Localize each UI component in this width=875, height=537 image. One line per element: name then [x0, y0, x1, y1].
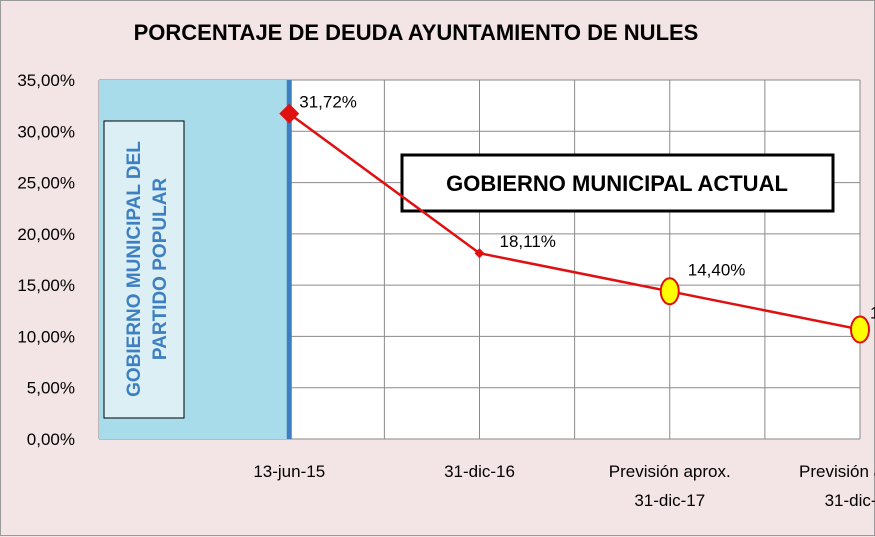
y-tick-label: 10,00% [17, 327, 75, 346]
y-tick-label: 35,00% [17, 71, 75, 90]
y-tick-label: 5,00% [27, 379, 75, 398]
x-tick-line: Previsión aprox. [609, 462, 731, 481]
y-tick-label: 30,00% [17, 122, 75, 141]
x-tick-label: Previsión aprox. 31-dic-17 [609, 462, 731, 510]
shaded-region-label: GOBIERNO MUNICIPAL DEL PARTIDO POPULAR [124, 141, 171, 397]
shaded-label-line: GOBIERNO MUNICIPAL DEL [124, 141, 145, 397]
y-tick-label: 20,00% [17, 225, 75, 244]
x-tick-line: 31-dic-18 [825, 491, 875, 510]
data-label: 14,40% [688, 260, 746, 279]
data-label: 31,72% [299, 93, 357, 112]
series-line: 31,72% 18,11% 14,40% 10,68% [279, 93, 875, 344]
shaded-label-box [103, 120, 185, 419]
data-point [279, 103, 300, 124]
x-tick-line: 31-dic-16 [444, 462, 515, 481]
data-point [850, 315, 870, 344]
x-tick-line: Previsión aprox. [799, 462, 875, 481]
x-tick-label: Previsión aprox. 31-dic-18 [799, 462, 875, 510]
data-label: 10,68% [870, 303, 875, 322]
data-point [659, 277, 680, 306]
axis-ticks: 0,00% 5,00% 10,00% 15,00% 20,00% 25,00% 30,00%… [17, 71, 875, 510]
x-tick-label: 13-jun-15 [253, 462, 325, 481]
data-label: 18,11% [500, 232, 556, 251]
chart-title: PORCENTAJE DE DEUDA AYUNTAMIENTO DE NULE… [134, 20, 699, 45]
x-tick-label: 31-dic-16 [444, 462, 515, 481]
series-path [288, 112, 861, 331]
y-tick-label: 15,00% [17, 276, 75, 295]
y-tick-label: 0,00% [27, 430, 75, 449]
x-tick-line: 13-jun-15 [253, 462, 325, 481]
x-tick-line: 31-dic-17 [634, 491, 705, 510]
shaded-label-line: PARTIDO POPULAR [150, 178, 171, 361]
shaded-region: GOBIERNO MUNICIPAL DEL PARTIDO POPULAR [99, 80, 292, 439]
data-point [474, 248, 485, 259]
y-tick-label: 25,00% [17, 174, 75, 193]
annotation-box: GOBIERNO MUNICIPAL ACTUAL [400, 153, 835, 213]
annotation-text: GOBIERNO MUNICIPAL ACTUAL [446, 171, 788, 196]
